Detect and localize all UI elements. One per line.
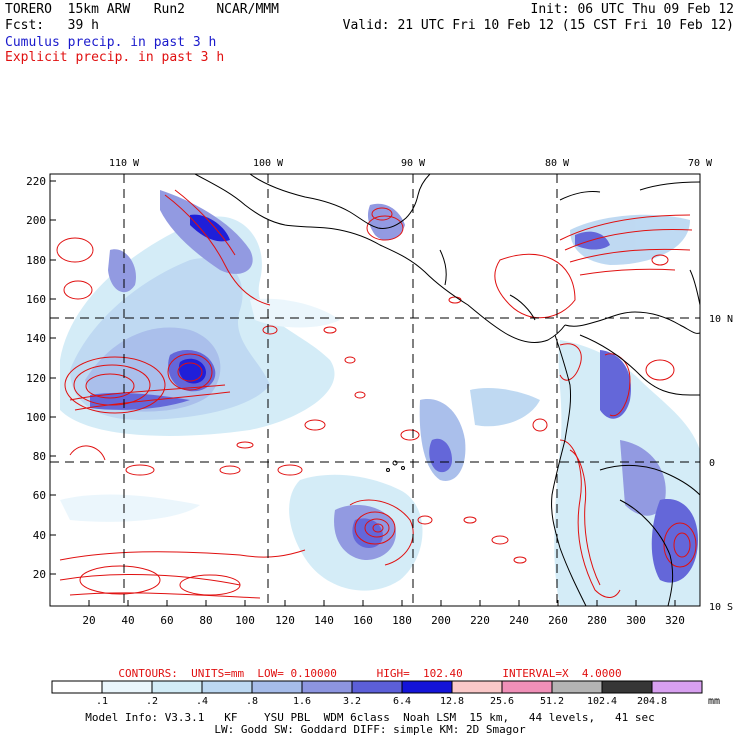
lon-label: 100 W xyxy=(253,158,284,169)
model-title: TORERO 15km ARW Run2 NCAR/MMM xyxy=(5,2,279,17)
colorbar-unit: mm xyxy=(708,696,720,707)
lat-label: 10 N xyxy=(709,314,733,325)
y-tick-label: 40 xyxy=(33,529,46,542)
y-tick-label: 200 xyxy=(26,214,46,227)
colorbar-label: 12.8 xyxy=(440,696,464,707)
colorbar-swatch xyxy=(201,680,253,694)
x-tick-label: 40 xyxy=(121,614,134,627)
colorbar-label: 102.4 xyxy=(587,696,617,707)
x-tick-label: 100 xyxy=(235,614,255,627)
colorbar-swatch xyxy=(151,680,203,694)
precip-shading xyxy=(56,174,700,606)
y-tick-label: 140 xyxy=(26,332,46,345)
axis-ticks xyxy=(50,180,676,606)
y-tick-label: 60 xyxy=(33,489,46,502)
x-tick-label: 80 xyxy=(199,614,212,627)
y-tick-label: 20 xyxy=(33,568,46,581)
physics-info: LW: Godd SW: Goddard DIFF: simple KM: 2D… xyxy=(214,723,526,736)
y-tick-label: 180 xyxy=(26,254,46,267)
colorbar-label: 6.4 xyxy=(393,696,411,707)
colorbar-label: .8 xyxy=(246,696,258,707)
left-tick-labels: 220 200 180 160 140 120 100 80 60 40 20 xyxy=(26,175,46,581)
right-lat-labels: 10 N 0 10 S xyxy=(709,314,733,613)
colorbar-label: 3.2 xyxy=(343,696,361,707)
x-tick-label: 180 xyxy=(392,614,412,627)
x-tick-label: 160 xyxy=(353,614,373,627)
colorbar-label: .4 xyxy=(196,696,208,707)
colorbar-label: .1 xyxy=(96,696,108,707)
colorbar-label: .2 xyxy=(146,696,158,707)
lon-label: 80 W xyxy=(545,158,570,169)
x-tick-label: 220 xyxy=(470,614,490,627)
lat-label: 10 S xyxy=(709,602,733,613)
lat-lon-grid xyxy=(50,174,700,606)
x-tick-label: 280 xyxy=(587,614,607,627)
lat-label: 0 xyxy=(709,458,715,469)
colorbar-swatch xyxy=(351,680,403,694)
colorbar-swatch xyxy=(501,680,553,694)
colorbar-label: 204.8 xyxy=(637,696,667,707)
colorbar-swatch xyxy=(451,680,503,694)
x-tick-label: 300 xyxy=(626,614,646,627)
top-lon-labels: 110 W 100 W 90 W 80 W 70 W xyxy=(109,158,713,169)
colorbar-label: 51.2 xyxy=(540,696,564,707)
y-tick-label: 220 xyxy=(26,175,46,188)
init-time: Init: 06 UTC Thu 09 Feb 12 xyxy=(530,2,735,17)
colorbar-swatch xyxy=(51,680,103,694)
colorbar-label: 1.6 xyxy=(293,696,311,707)
x-tick-label: 200 xyxy=(431,614,451,627)
lon-label: 70 W xyxy=(688,158,713,169)
contours-info: CONTOURS: UNITS=mm LOW= 0.10000 HIGH= 10… xyxy=(118,667,622,680)
colorbar-swatch xyxy=(551,680,603,694)
model-info: Model Info: V3.3.1 KF YSU PBL WDM 6class… xyxy=(85,711,655,724)
x-tick-label: 260 xyxy=(548,614,568,627)
valid-time: Valid: 21 UTC Fri 10 Feb 12 (15 CST Fri … xyxy=(342,18,734,33)
y-tick-label: 80 xyxy=(33,450,46,463)
colorbar xyxy=(51,680,703,694)
x-tick-label: 120 xyxy=(275,614,295,627)
y-tick-label: 160 xyxy=(26,293,46,306)
x-tick-label: 320 xyxy=(665,614,685,627)
colorbar-swatch xyxy=(401,680,453,694)
colorbar-swatch xyxy=(651,680,703,694)
forecast-hour: Fcst: 39 h xyxy=(5,18,99,33)
x-tick-label: 60 xyxy=(160,614,173,627)
colorbar-swatch xyxy=(601,680,653,694)
colorbar-swatch xyxy=(101,680,153,694)
x-tick-label: 20 xyxy=(82,614,95,627)
cumulus-field-label: Cumulus precip. in past 3 h xyxy=(5,35,217,50)
colorbar-label: 25.6 xyxy=(490,696,514,707)
lon-label: 90 W xyxy=(401,158,426,169)
y-tick-label: 120 xyxy=(26,372,46,385)
colorbar-swatch xyxy=(251,680,303,694)
x-tick-label: 240 xyxy=(509,614,529,627)
explicit-field-label: Explicit precip. in past 3 h xyxy=(5,50,225,65)
lon-label: 110 W xyxy=(109,158,140,169)
y-tick-label: 100 xyxy=(26,411,46,424)
colorbar-labels: .1 .2 .4 .8 1.6 3.2 6.4 12.8 25.6 51.2 1… xyxy=(96,696,720,707)
colorbar-swatch xyxy=(301,680,353,694)
x-tick-label: 140 xyxy=(314,614,334,627)
map-frame xyxy=(49,173,701,607)
bottom-tick-labels: 20 40 60 80 100 120 140 160 180 200 220 … xyxy=(82,614,685,627)
